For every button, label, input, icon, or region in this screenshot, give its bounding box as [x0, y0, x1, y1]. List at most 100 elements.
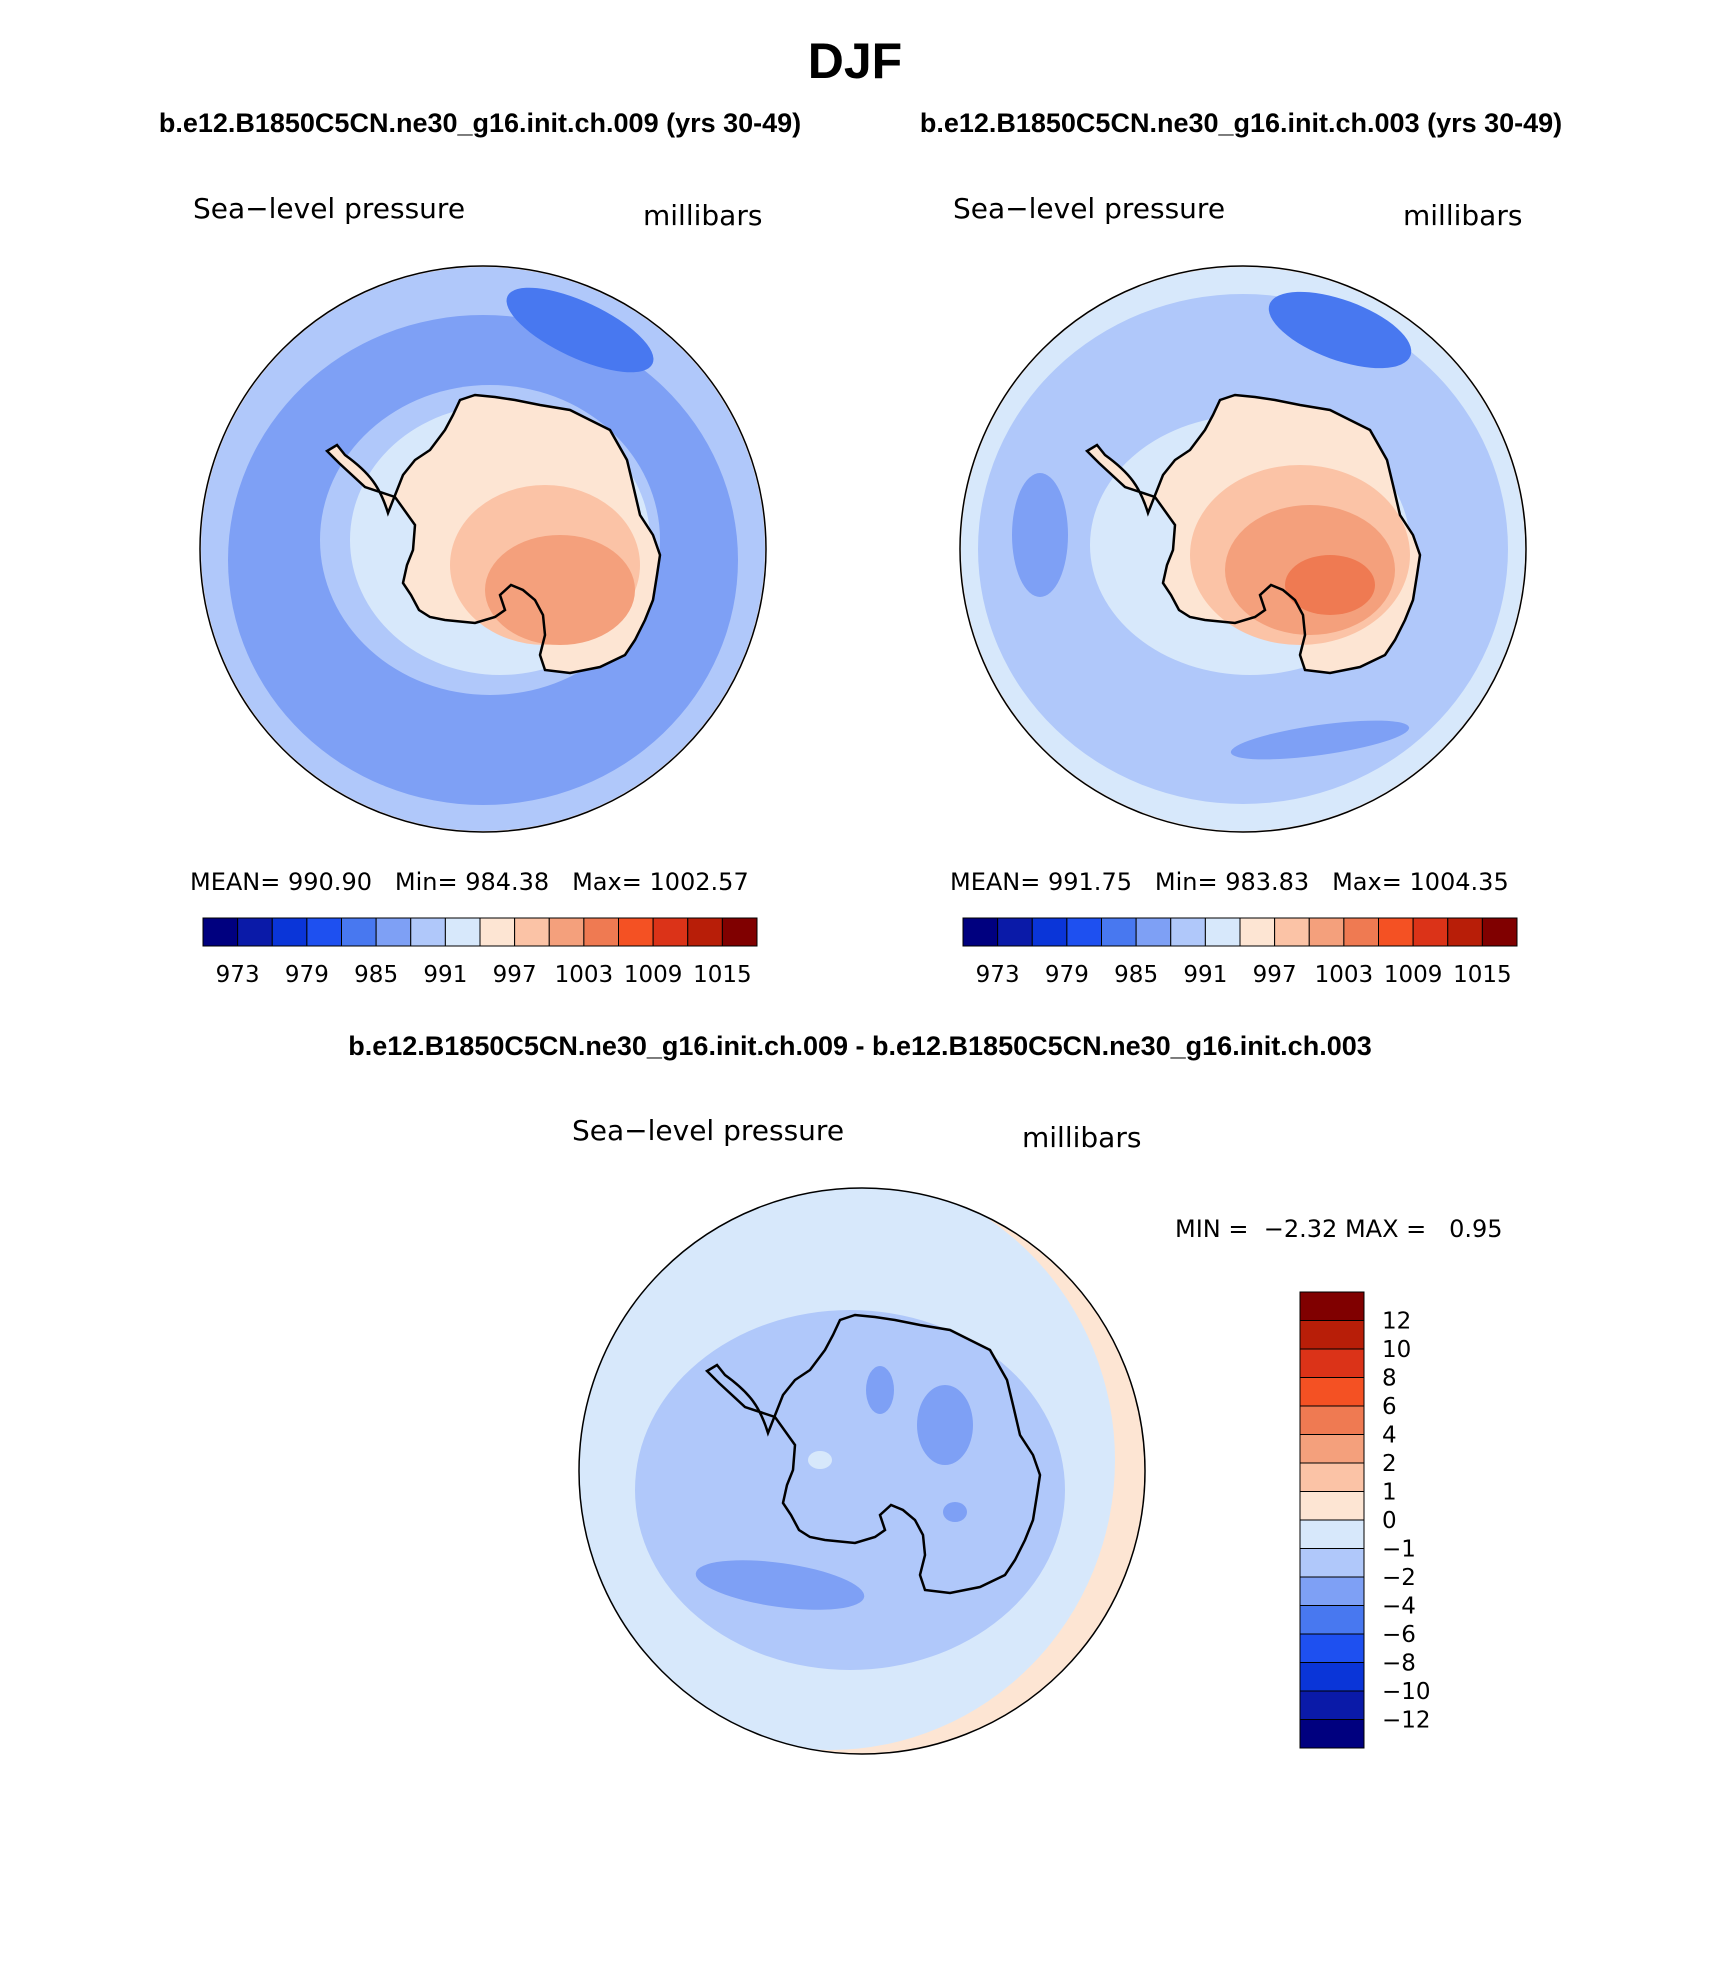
right-map	[960, 266, 1526, 832]
diff-colorbar-label: −10	[1382, 1679, 1431, 1705]
left-colorbar-swatch	[375, 917, 412, 947]
diff-colorbar-label: 10	[1382, 1337, 1411, 1363]
left-colorbar-label: 985	[354, 962, 398, 988]
diff-colorbar-label: −12	[1382, 1708, 1431, 1734]
left-colorbar-swatch	[341, 917, 377, 947]
left-variable-label: Sea−level pressure	[193, 192, 465, 225]
left-colorbar-swatch	[444, 917, 481, 947]
diff-colorbar-swatch	[1299, 1348, 1365, 1378]
diff-colorbar-swatch	[1299, 1605, 1365, 1635]
diff-minmax: MIN = −2.32 MAX = 0.95	[1175, 1215, 1503, 1243]
diff-units-label: millibars	[1022, 1121, 1141, 1154]
right-min-label: Min=	[1155, 868, 1218, 896]
diff-contour-m4-south	[695, 1560, 865, 1610]
right-mean-label: MEAN=	[950, 868, 1040, 896]
diff-max-label: MAX =	[1345, 1215, 1426, 1243]
left-colorbar-label: 979	[285, 962, 329, 988]
diff-colorbar-label: −2	[1382, 1565, 1416, 1591]
right-colorbar-swatch	[1239, 917, 1276, 947]
right-variable-label: Sea−level pressure	[953, 192, 1225, 225]
right-colorbar-swatch	[1066, 917, 1102, 947]
left-colorbar-swatch	[237, 917, 273, 947]
left-stats: MEAN= 990.90 Min= 984.38 Max= 1002.57	[190, 868, 749, 896]
left-map	[200, 266, 766, 832]
diff-colorbar-label: 2	[1382, 1451, 1397, 1477]
left-colorbar-swatch	[687, 917, 723, 947]
left-colorbar-label: 1015	[693, 962, 752, 988]
diff-min-label: MIN =	[1175, 1215, 1248, 1243]
diff-contour-m1-spot	[808, 1451, 832, 1469]
right-case-title: b.e12.B1850C5CN.ne30_g16.init.ch.003 (yr…	[920, 108, 1562, 138]
left-colorbar-swatch	[721, 917, 758, 947]
diff-colorbar-label: 6	[1382, 1394, 1397, 1420]
diff-colorbar-label: 12	[1382, 1309, 1411, 1335]
right-colorbar-swatch	[1031, 917, 1068, 947]
left-colorbar-swatch	[479, 917, 516, 947]
right-stats: MEAN= 991.75 Min= 983.83 Max= 1004.35	[950, 868, 1509, 896]
right-colorbar-swatch	[1378, 917, 1414, 947]
diff-colorbar-swatch	[1299, 1719, 1365, 1749]
right-max-label: Max=	[1332, 868, 1402, 896]
diff-map	[579, 1188, 1145, 1754]
left-colorbar-label: 973	[216, 962, 260, 988]
right-mean-value: 991.75	[1048, 868, 1132, 896]
diff-colorbar-label: 0	[1382, 1508, 1397, 1534]
diff-colorbar-label: 8	[1382, 1366, 1397, 1392]
left-contour-988	[506, 287, 654, 373]
left-colorbar-label: 1009	[624, 962, 683, 988]
diff-colorbar-label: −4	[1382, 1594, 1416, 1620]
right-colorbar-swatch	[1412, 917, 1449, 947]
left-colorbar-swatch	[583, 917, 619, 947]
diff-colorbar-swatch	[1299, 1491, 1365, 1521]
right-colorbar-swatch	[997, 917, 1033, 947]
right-colorbar-swatch	[1447, 917, 1483, 947]
left-mean-label: MEAN=	[190, 868, 280, 896]
diff-colorbar-label: 4	[1382, 1423, 1397, 1449]
right-panel: Sea−level pressure millibars MEAN= 991.7…	[950, 192, 1527, 988]
right-contour-985-west	[1012, 473, 1068, 597]
diff-variable-label: Sea−level pressure	[572, 1114, 844, 1147]
diff-map-border	[578, 1187, 1146, 1755]
right-contour-1006	[1285, 555, 1375, 615]
left-mean-value: 990.90	[288, 868, 372, 896]
left-colorbar-swatch	[548, 917, 585, 947]
diff-colorbar-swatch	[1299, 1690, 1365, 1720]
left-max-value: 1002.57	[649, 868, 748, 896]
left-colorbar-swatch	[410, 917, 446, 947]
diff-max-value: 0.95	[1449, 1215, 1502, 1243]
left-colorbar-swatch	[652, 917, 689, 947]
right-colorbar-label: 1015	[1453, 962, 1512, 988]
diff-colorbar-swatch	[1299, 1377, 1365, 1407]
right-colorbar-swatch	[1204, 917, 1241, 947]
right-contour-988-north	[1268, 291, 1412, 369]
right-colorbar-swatch	[1274, 917, 1310, 947]
right-colorbar-swatch	[962, 917, 999, 947]
right-colorbar-label: 973	[976, 962, 1020, 988]
right-colorbar-label: 1009	[1384, 962, 1443, 988]
left-colorbar: 973 979 985 991 997 1003 1009 1015	[202, 917, 758, 988]
right-colorbar-swatch	[1170, 917, 1206, 947]
left-colorbar-swatch	[514, 917, 550, 947]
diff-colorbar-swatch	[1299, 1320, 1365, 1350]
right-colorbar-label: 1003	[1315, 962, 1374, 988]
diff-colorbar-label: −6	[1382, 1622, 1416, 1648]
diff-colorbar-label: −1	[1382, 1537, 1416, 1563]
diff-contour-m4-center	[866, 1366, 894, 1414]
diff-colorbar-label: 1	[1382, 1480, 1397, 1506]
left-colorbar-swatch	[202, 917, 239, 947]
left-map-border	[199, 265, 767, 833]
left-colorbar-label: 1003	[555, 962, 614, 988]
diff-colorbar-swatch	[1299, 1519, 1365, 1549]
diff-panel: Sea−level pressure millibars MIN = −2.32…	[572, 1114, 1503, 1755]
right-colorbar-swatch	[1343, 917, 1379, 947]
right-colorbar-swatch	[1101, 917, 1137, 947]
left-colorbar-swatch	[618, 917, 654, 947]
diff-colorbar-swatch	[1299, 1662, 1365, 1692]
left-units-label: millibars	[643, 199, 762, 232]
left-colorbar-swatch	[271, 917, 308, 947]
diff-case-title: b.e12.B1850C5CN.ne30_g16.init.ch.009 - b…	[348, 1031, 1372, 1061]
diff-colorbar-swatch	[1299, 1548, 1365, 1578]
diff-contour-m4-east	[917, 1385, 973, 1465]
